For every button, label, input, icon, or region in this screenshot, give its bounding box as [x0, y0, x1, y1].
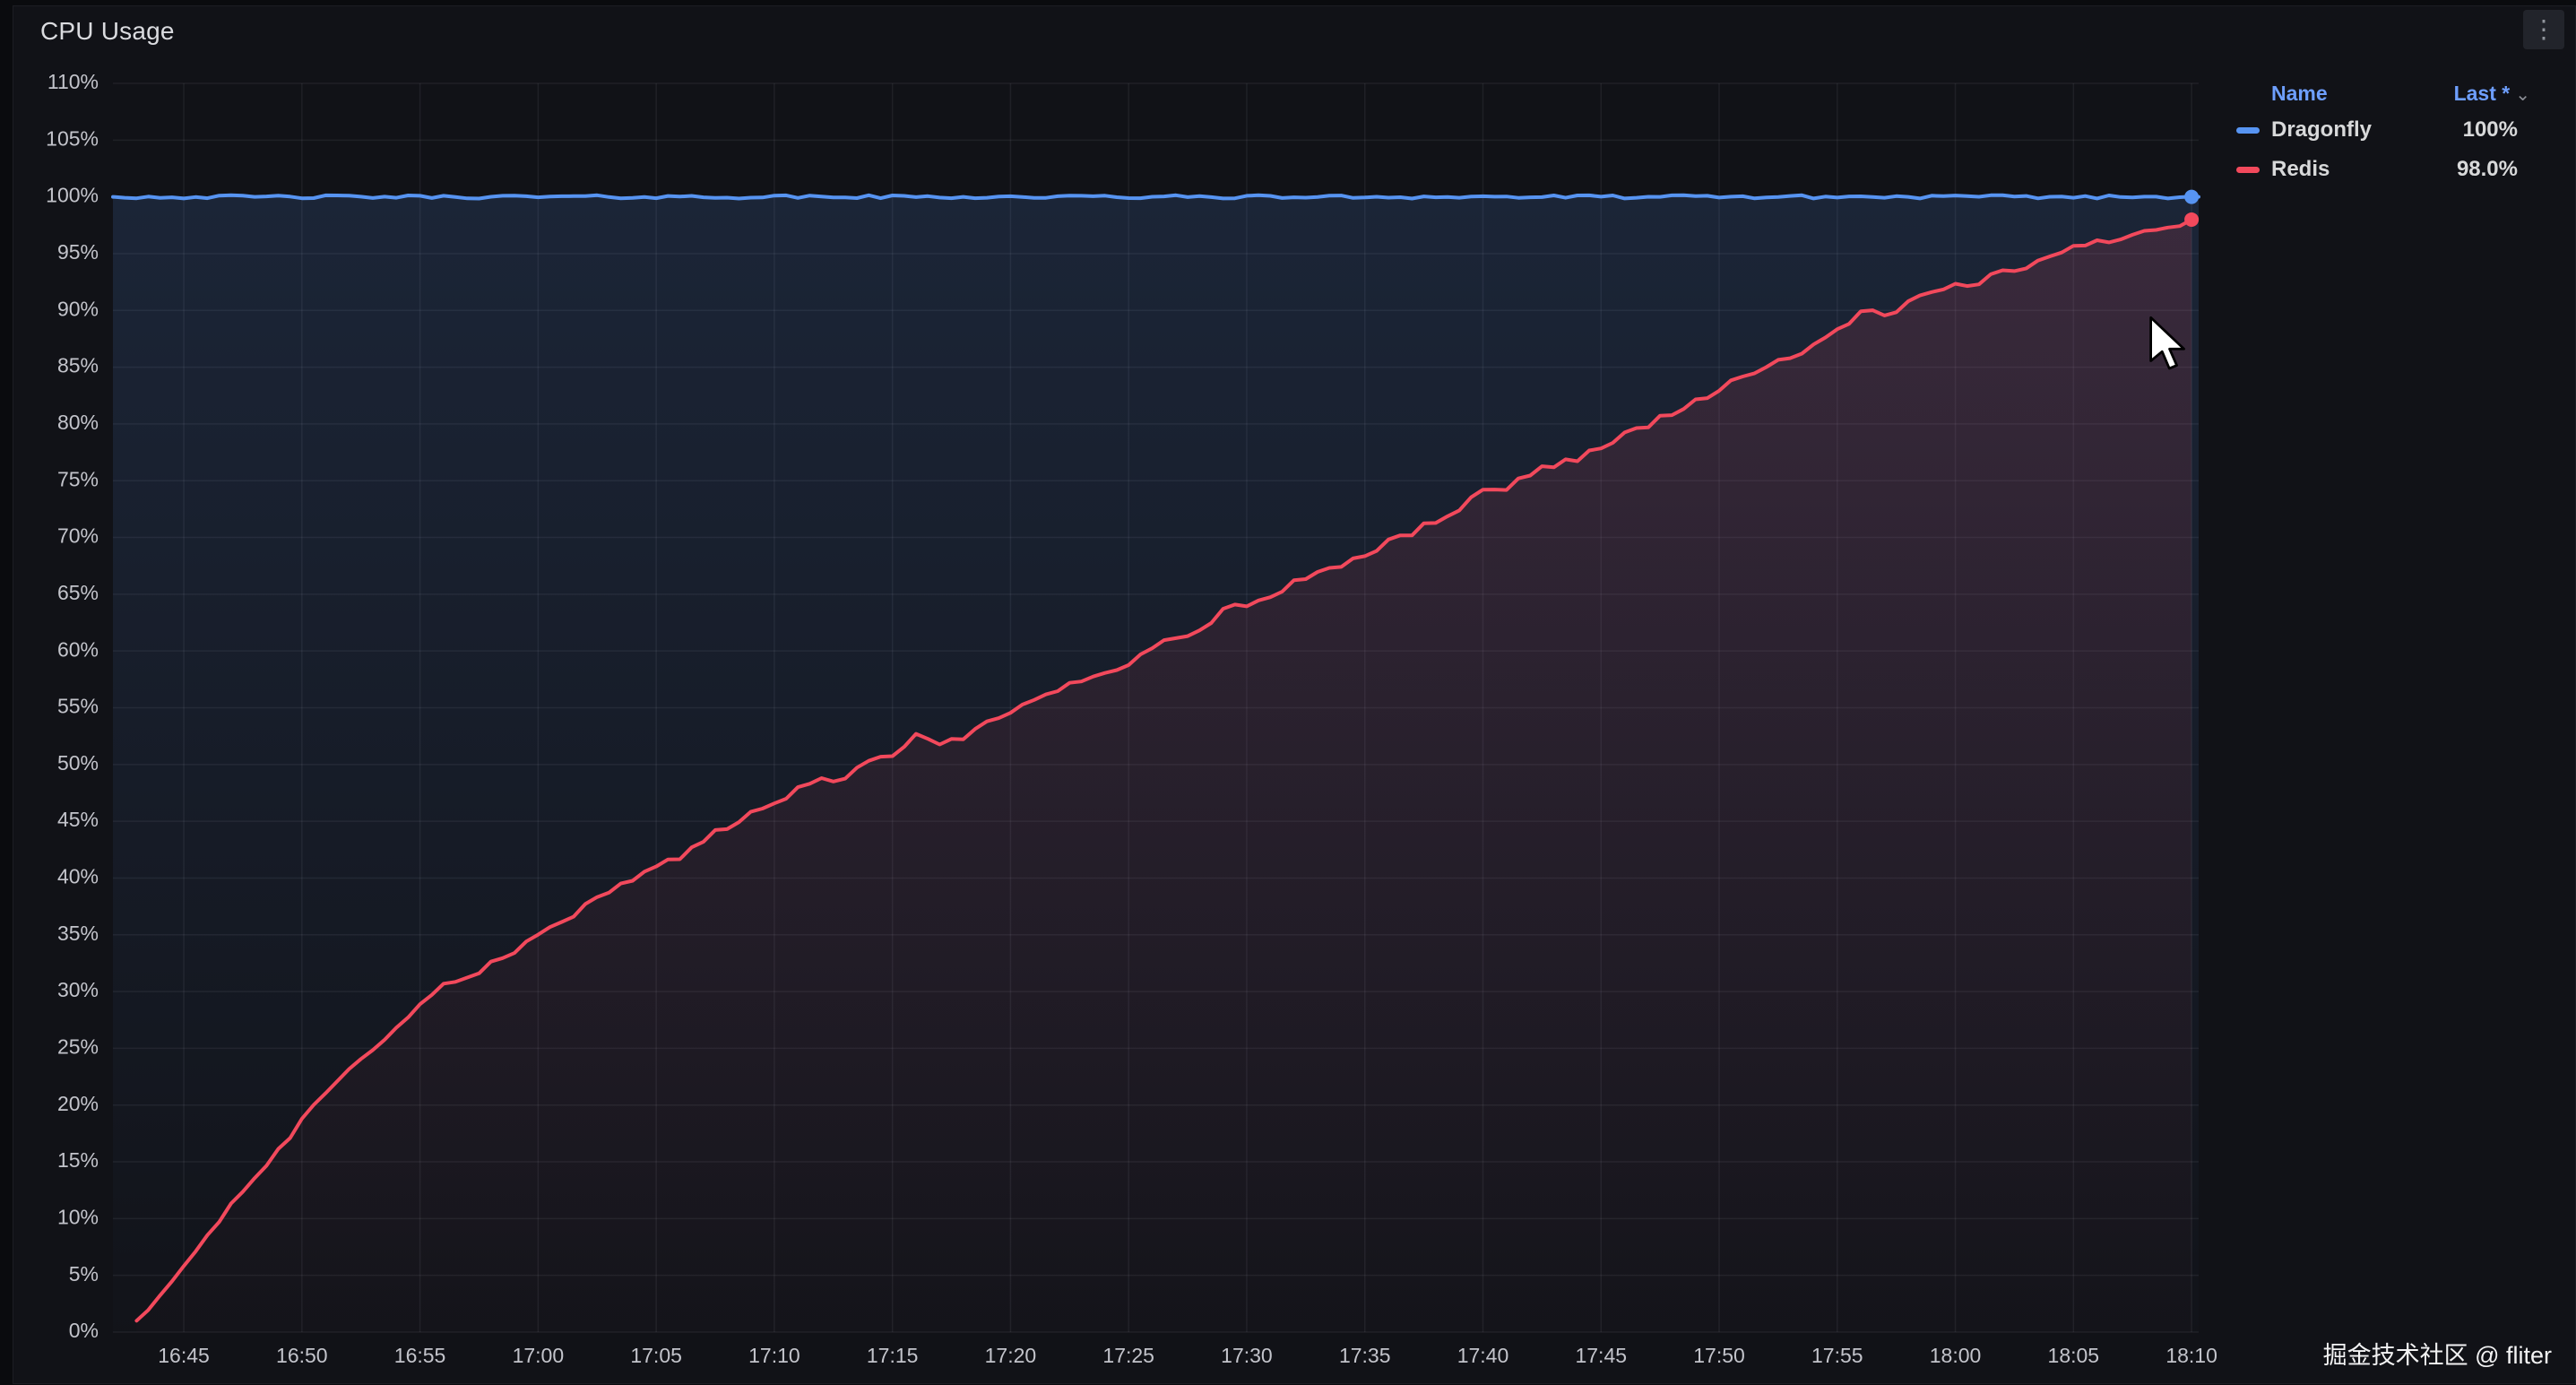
- y-tick-label: 105%: [46, 126, 99, 150]
- y-tick-label: 35%: [57, 922, 99, 945]
- dragonfly-series-line: [111, 193, 2200, 201]
- x-tick-label: 18:10: [2165, 1344, 2217, 1367]
- x-tick-label: 17:35: [1339, 1344, 1391, 1367]
- redis-series-line: [134, 218, 2194, 1323]
- y-tick-label: 70%: [57, 524, 99, 548]
- x-tick-label: 18:00: [1930, 1344, 1982, 1367]
- x-tick-label: 16:50: [276, 1344, 328, 1367]
- x-tick-label: 17:15: [867, 1344, 919, 1367]
- x-tick-label: 16:45: [158, 1344, 210, 1367]
- panel-menu-button[interactable]: ⋮: [2523, 10, 2564, 49]
- dragonfly-end-dot: [2184, 189, 2200, 204]
- x-tick-label: 17:05: [630, 1344, 682, 1367]
- y-tick-label: 10%: [57, 1205, 99, 1228]
- x-tick-label: 17:50: [1693, 1344, 1745, 1367]
- x-tick-label: 18:05: [2048, 1344, 2100, 1367]
- legend-series-name[interactable]: Dragonfly: [2271, 117, 2373, 142]
- cpu-usage-chart[interactable]: 0% 5% 10% 15% 20% 25% 30% 35% 40% 45% 50% 55% 60% 65%…: [13, 6, 2227, 1385]
- legend-row-dragonfly[interactable]: Dragonfly 100%: [2226, 110, 2575, 150]
- x-tick-label: 17:40: [1457, 1344, 1509, 1367]
- y-tick-label: 80%: [57, 411, 99, 434]
- y-tick-label: 95%: [57, 240, 99, 264]
- y-tick-label: 75%: [57, 467, 99, 490]
- y-tick-label: 110%: [48, 70, 99, 93]
- y-tick-label: 100%: [46, 184, 99, 207]
- page-title: CPU Usage: [40, 17, 175, 45]
- x-tick-label: 17:25: [1102, 1344, 1154, 1367]
- legend-series-value: 100%: [2462, 117, 2518, 142]
- legend: Name Last * ⌄ Dragonfly 100% Redis 98.0%: [2226, 64, 2575, 189]
- legend-series-value: 98.0%: [2456, 157, 2518, 181]
- legend-sort-header[interactable]: Last * ⌄: [2454, 82, 2530, 106]
- x-tick-label: 17:55: [1811, 1344, 1863, 1367]
- y-tick-label: 20%: [57, 1092, 99, 1115]
- chevron-down-icon: ⌄: [2515, 84, 2530, 105]
- y-tick-label: 90%: [57, 297, 99, 320]
- legend-series-name[interactable]: Redis: [2271, 157, 2330, 181]
- redis-series-swatch: [2236, 166, 2260, 173]
- x-tick-label: 17:20: [985, 1344, 1037, 1367]
- y-tick-label: 45%: [57, 808, 99, 831]
- x-tick-label: 17:00: [513, 1344, 565, 1367]
- x-tick-label: 17:30: [1221, 1344, 1273, 1367]
- y-tick-label: 50%: [57, 751, 99, 775]
- y-tick-label: 15%: [57, 1148, 99, 1172]
- dragonfly-series-swatch: [2236, 126, 2260, 134]
- y-tick-label: 60%: [57, 637, 99, 661]
- legend-row-redis[interactable]: Redis 98.0%: [2226, 150, 2575, 189]
- cpu-usage-panel: CPU Usage ⋮ 0% 5% 10% 15% 20% 25% 30% 35% 40% 45%…: [13, 5, 2576, 1384]
- y-tick-label: 0%: [69, 1319, 99, 1342]
- y-tick-label: 40%: [57, 865, 99, 888]
- y-tick-label: 65%: [57, 581, 99, 604]
- y-tick-label: 30%: [57, 978, 99, 1001]
- y-tick-label: 55%: [57, 695, 99, 718]
- y-tick-label: 5%: [69, 1262, 99, 1285]
- x-tick-label: 17:10: [748, 1344, 800, 1367]
- redis-end-dot: [2184, 212, 2200, 227]
- y-tick-label: 25%: [57, 1034, 99, 1058]
- y-tick-label: 85%: [57, 354, 99, 377]
- x-tick-label: 16:55: [394, 1344, 446, 1367]
- redis-series-area: [136, 220, 2192, 1332]
- x-tick-label: 17:45: [1575, 1344, 1627, 1367]
- legend-name-header[interactable]: Name: [2271, 81, 2328, 105]
- watermark: 掘金技术社区 @ fliter: [2322, 1342, 2552, 1369]
- legend-header: Name Last * ⌄: [2226, 76, 2575, 110]
- legend-sort-label: Last *: [2453, 81, 2511, 105]
